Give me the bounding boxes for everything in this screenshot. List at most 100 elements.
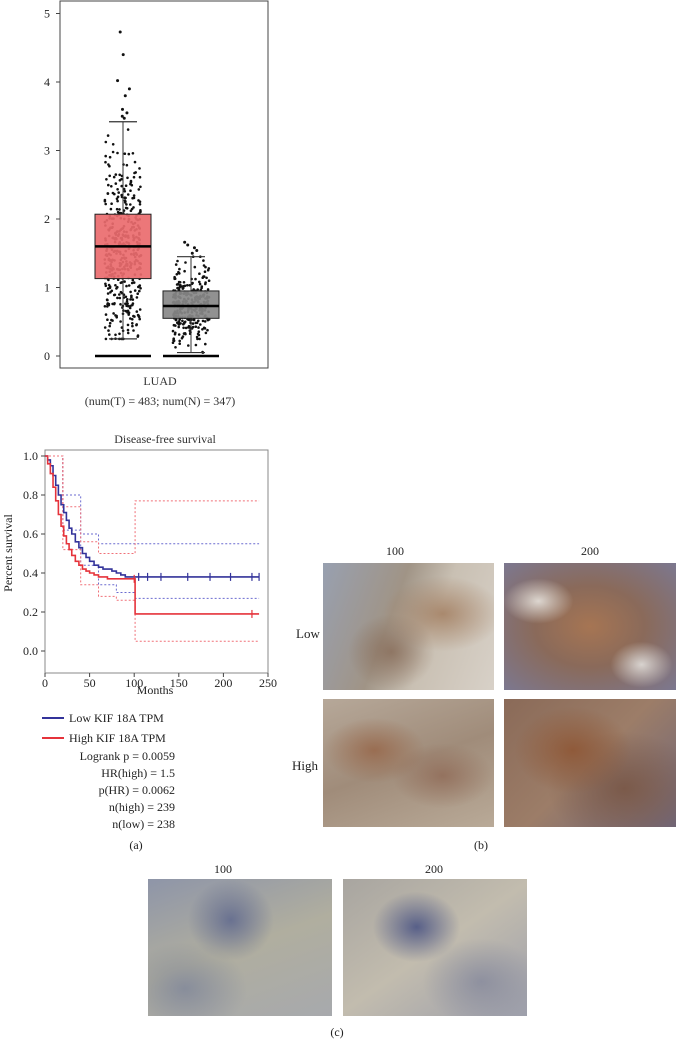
boxplot-point xyxy=(129,298,132,301)
survival-chart: Disease-free survival 0 50 100 150 200 250 0.0… xyxy=(1,432,277,831)
boxplot-point xyxy=(139,185,142,189)
boxplot-point xyxy=(203,320,207,323)
boxplot-point xyxy=(107,329,110,332)
boxplot-point xyxy=(184,332,187,336)
boxplot-outlier xyxy=(195,249,199,253)
boxplot-point xyxy=(181,335,185,338)
boxplot-point xyxy=(129,317,132,320)
boxplot-point xyxy=(106,305,109,308)
boxplot-point xyxy=(139,287,142,290)
boxplot-point xyxy=(132,329,135,332)
boxplot-point xyxy=(113,302,116,305)
boxplot-ytick-label: 2 xyxy=(44,212,50,226)
boxplot-point xyxy=(138,317,141,321)
stats-block: Logrank p = 0.0059 HR(high) = 1.5 p(HR) … xyxy=(80,749,175,831)
boxplot-point xyxy=(126,311,129,314)
boxplot-point xyxy=(196,288,199,291)
survival-frame xyxy=(44,449,269,674)
boxplot-point xyxy=(172,337,175,341)
survival-ci-line xyxy=(45,455,260,545)
boxplot-ytick-label: 3 xyxy=(44,144,50,158)
boxplot-point xyxy=(205,276,208,280)
boxplot-point xyxy=(106,287,110,290)
boxplot-point xyxy=(172,323,176,327)
boxplot-point xyxy=(197,330,201,334)
boxplot-point xyxy=(123,152,127,155)
boxplot-point xyxy=(110,318,113,322)
boxplot-point xyxy=(103,326,107,329)
panel-c-col-100: 100 xyxy=(214,862,232,876)
boxplot-point xyxy=(171,329,175,333)
survival-line-low xyxy=(45,455,260,578)
boxplot-point xyxy=(126,176,129,180)
boxplot-point xyxy=(194,325,198,329)
micrograph-low-100 xyxy=(323,563,494,690)
boxplot-point xyxy=(197,326,200,329)
boxplot-box xyxy=(162,290,220,319)
boxplot-point xyxy=(173,332,177,336)
boxplot-point xyxy=(104,140,108,144)
boxplot-point xyxy=(104,313,108,316)
boxplot-point xyxy=(109,291,112,294)
boxplot-point xyxy=(177,270,180,274)
stat-n-high: n(high) = 239 xyxy=(109,800,175,814)
boxplot-ytick-label: 4 xyxy=(44,75,50,89)
panel-label-b: (b) xyxy=(474,838,488,852)
legend-label-low: Low KIF 18A TPM xyxy=(69,711,164,725)
boxplot-point xyxy=(114,173,118,176)
boxplot-point xyxy=(115,207,119,211)
stat-n-low: n(low) = 238 xyxy=(112,817,175,831)
boxplot-xlabel: LUAD xyxy=(143,374,177,388)
survival-xtick-label: 200 xyxy=(214,676,232,690)
legend-label-high: High KIF 18A TPM xyxy=(69,731,166,745)
boxplot-outlier xyxy=(116,79,120,83)
boxplot-point xyxy=(204,281,207,284)
boxplot-point xyxy=(188,284,191,287)
boxplot-point xyxy=(116,151,119,155)
boxplot-point xyxy=(136,313,140,317)
boxplot-point xyxy=(118,211,122,215)
boxplot-point xyxy=(130,281,134,285)
boxplot-point xyxy=(137,188,141,191)
boxplot-point xyxy=(175,273,179,276)
boxplot-point xyxy=(111,191,115,195)
survival-xtick-label: 0 xyxy=(42,676,48,690)
boxplot-point xyxy=(107,302,111,306)
boxplot-point xyxy=(184,261,187,264)
boxplot-point xyxy=(206,288,210,291)
boxplot-point xyxy=(127,284,131,287)
boxplot-point xyxy=(194,343,198,347)
boxplot-point xyxy=(114,333,117,337)
micrograph-normal-100 xyxy=(148,879,332,1016)
boxplot-point xyxy=(125,284,128,288)
micrograph-high-200 xyxy=(504,699,676,827)
boxplot-point xyxy=(108,324,111,328)
panel-b-col-100: 100 xyxy=(386,544,404,558)
boxplot-outlier xyxy=(120,114,124,118)
boxplot-point xyxy=(132,194,136,197)
boxplot-point xyxy=(119,320,122,323)
boxplot-point xyxy=(119,303,122,306)
survival-ytick-label: 0.8 xyxy=(23,488,38,502)
boxplot-point xyxy=(124,295,128,299)
boxplot-outlier xyxy=(122,116,126,120)
boxplot-point xyxy=(106,292,110,295)
boxplot-point xyxy=(206,328,209,332)
panel-c-col-200: 200 xyxy=(425,862,443,876)
boxplot-point xyxy=(204,342,207,346)
boxplot-ytick-label: 0 xyxy=(44,349,50,363)
boxplot-point xyxy=(112,175,116,179)
boxplot-point xyxy=(197,333,201,337)
boxplot-point xyxy=(130,183,134,187)
legend: Low KIF 18A TPM High KIF 18A TPM xyxy=(42,711,166,745)
boxplot-point xyxy=(135,323,138,326)
boxplot-point xyxy=(132,281,136,284)
boxplot-point xyxy=(135,296,139,299)
boxplot-point xyxy=(138,175,142,179)
boxplot-point xyxy=(200,285,204,288)
survival-ylabel: Percent survival xyxy=(1,514,15,592)
boxplot-point xyxy=(126,193,130,196)
boxplot-point xyxy=(133,160,137,164)
boxplot-point xyxy=(191,322,195,325)
boxplot-point xyxy=(106,192,110,195)
